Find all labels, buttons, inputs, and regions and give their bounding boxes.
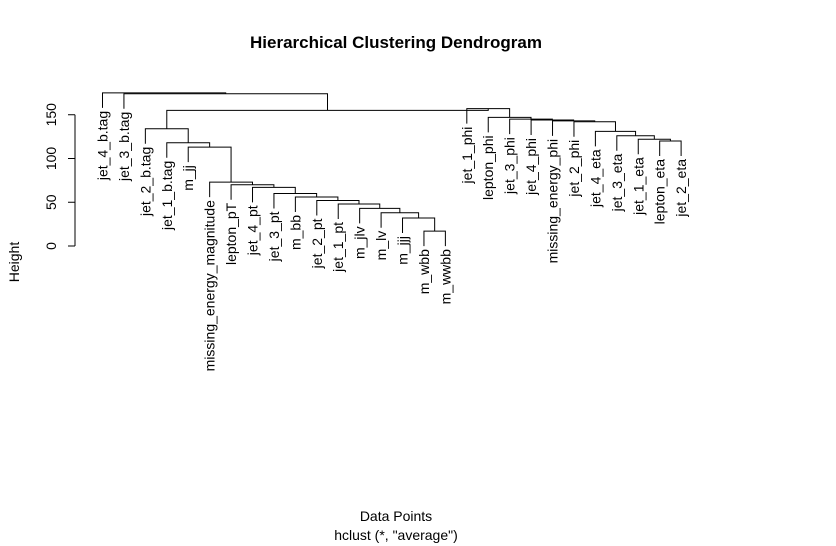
leaf-label-missing_energy_magnitude: missing_energy_magnitude bbox=[202, 200, 218, 371]
branch-merge-26 bbox=[123, 93, 329, 111]
branch-merge-27 bbox=[102, 92, 227, 108]
leaf-label-jet_3_pt: jet_3_pt bbox=[266, 211, 282, 262]
leaf-label-lepton_phi: lepton_phi bbox=[480, 135, 496, 200]
y-tick-label-0: 0 bbox=[43, 242, 59, 250]
branch-merge-3 bbox=[380, 212, 420, 228]
leaf-label-m_lv: m_lv bbox=[373, 231, 389, 261]
leaf-label-jet_1_eta: jet_1_eta bbox=[630, 157, 646, 216]
leaf-label-jet_4_eta: jet_4_eta bbox=[587, 149, 603, 208]
y-tick-label-3: 150 bbox=[43, 103, 59, 127]
branch-merge-25 bbox=[166, 108, 489, 129]
leaf-label-jet_1_b.tag: jet_1_b.tag bbox=[159, 161, 175, 231]
y-axis-label: Height bbox=[6, 242, 22, 283]
leaf-label-m_bb: m_bb bbox=[287, 215, 303, 250]
branch-merge-17 bbox=[616, 135, 655, 151]
leaf-label-m_wbb: m_wbb bbox=[416, 249, 432, 294]
leaf-label-lepton_pT: lepton_pT bbox=[223, 202, 239, 265]
leaf-label-jet_2_pt: jet_2_pt bbox=[309, 218, 325, 269]
leaf-label-jet_3_phi: jet_3_phi bbox=[502, 137, 518, 195]
branch-merge-14 bbox=[144, 128, 189, 144]
leaf-label-jet_4_pt: jet_4_pt bbox=[245, 205, 261, 256]
leaf-label-missing_energy_phi: missing_energy_phi bbox=[545, 139, 561, 264]
branch-merge-18 bbox=[594, 130, 637, 147]
leaf-label-jet_2_phi: jet_2_phi bbox=[566, 140, 582, 198]
leaf-label-jet_2_b.tag: jet_2_b.tag bbox=[137, 147, 153, 217]
branch-merge-19 bbox=[573, 121, 616, 137]
dendrogram-branches bbox=[102, 92, 682, 247]
x-axis-label: Data Points bbox=[360, 508, 432, 524]
x-axis-subtitle: hclust (*, "average") bbox=[334, 527, 458, 543]
y-axis: 0 50 100 150 bbox=[43, 103, 76, 250]
leaf-label-jet_3_eta: jet_3_eta bbox=[609, 154, 625, 213]
leaf-label-jet_2_eta: jet_2_eta bbox=[673, 159, 689, 218]
chart-title: Hierarchical Clustering Dendrogram bbox=[250, 33, 542, 52]
branch-merge-5 bbox=[337, 203, 381, 219]
y-tick-label-1: 50 bbox=[43, 194, 59, 210]
leaf-label-m_jlv: m_jlv bbox=[352, 226, 368, 259]
branch-merge-15 bbox=[659, 140, 682, 156]
y-tick-label-2: 100 bbox=[43, 147, 59, 171]
leaf-label-jet_4_b.tag: jet_4_b.tag bbox=[95, 111, 111, 181]
leaf-label-jet_4_phi: jet_4_phi bbox=[523, 138, 539, 196]
leaf-label-m_jjj: m_jjj bbox=[395, 236, 411, 265]
leaf-label-m_wwbb: m_wwbb bbox=[437, 249, 453, 304]
branch-merge-4 bbox=[359, 207, 401, 224]
leaf-label-jet_1_phi: jet_1_phi bbox=[459, 127, 475, 185]
branch-merge-1 bbox=[423, 230, 446, 247]
leaf-label-lepton_eta: lepton_eta bbox=[652, 159, 668, 225]
leaf-label-m_jj: m_jj bbox=[180, 165, 196, 191]
leaf-label-jet_3_b.tag: jet_3_b.tag bbox=[116, 112, 132, 182]
leaf-labels: jet_4_b.tag jet_3_b.tag jet_2_b.tag jet_1_b… bbox=[95, 111, 690, 371]
leaf-label-jet_1_pt: jet_1_pt bbox=[330, 222, 346, 273]
